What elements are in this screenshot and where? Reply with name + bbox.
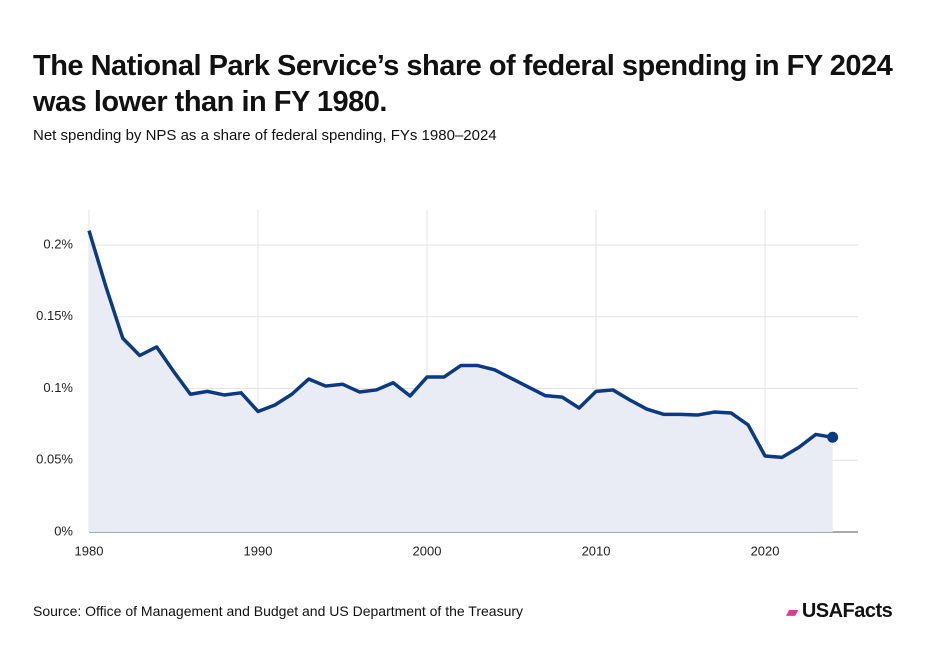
x-tick-label: 2020 [751,543,780,558]
chart-subtitle: Net spending by NPS as a share of federa… [33,127,497,144]
logo-text: USAFacts [801,600,893,622]
line [87,230,833,460]
y-tick-label: 0.05% [36,452,73,467]
y-tick-label: 0.15% [36,308,73,323]
x-tick-label: 1990 [244,543,273,558]
y-tick-label: 0.2% [43,236,73,251]
x-tick-label: 2000 [413,543,442,558]
y-tick-label: 0.1% [43,380,73,395]
area [89,230,833,533]
end-point [827,431,839,443]
chart-title: The National Park Service’s share of fed… [33,50,893,118]
x-tick-label: 1980 [75,543,104,558]
source-note: Source: Office of Management and Budget … [33,603,524,619]
logo: ▰ USAFacts [786,600,893,622]
x-tick-label: 2010 [582,543,611,558]
y-tick-label: 0% [54,523,73,538]
chart: 0% 0.05% 0.1% 0.15% 0.2% 1980 1990 2000 2010 2020 [36,210,858,558]
